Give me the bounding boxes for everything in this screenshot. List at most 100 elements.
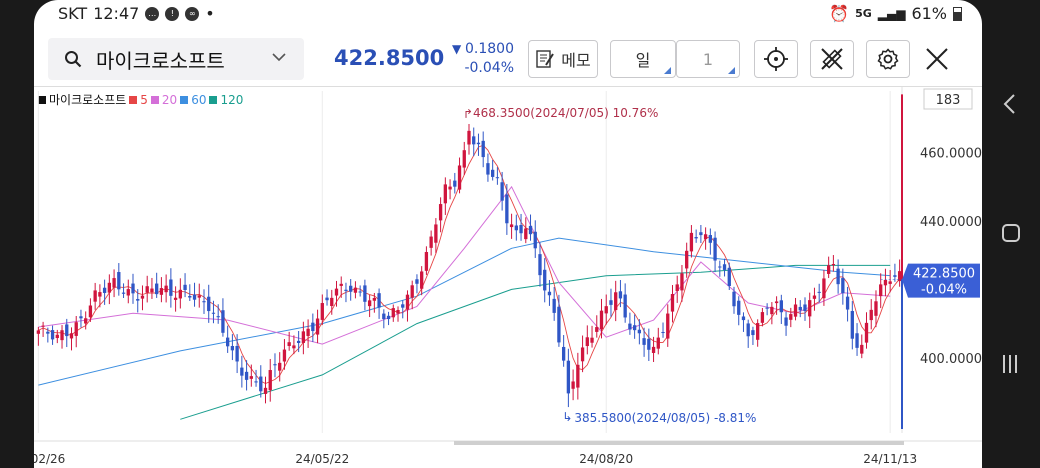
candle-body <box>893 275 897 277</box>
candle-body <box>278 362 282 371</box>
candle-body <box>249 376 253 379</box>
candle-body <box>486 163 490 175</box>
candle-body <box>367 300 372 307</box>
candle-body <box>812 295 817 299</box>
legend-label: 마이크로소프트 <box>49 93 127 107</box>
legend-swatch <box>180 95 189 104</box>
candle-body <box>296 340 301 343</box>
drawing-tools-button[interactable] <box>810 40 854 78</box>
candle-body <box>112 278 116 288</box>
legend-swatch <box>38 95 46 104</box>
candle-body <box>55 334 59 339</box>
candle-body <box>798 306 802 311</box>
candle-body <box>382 313 386 320</box>
period-select[interactable]: 일 <box>610 40 676 78</box>
candle-body <box>102 287 107 293</box>
candle-body <box>169 279 173 296</box>
candle-body <box>424 251 429 271</box>
back-icon[interactable] <box>1002 94 1018 114</box>
chart-legend: 마이크로소프트 5 20 60 120 <box>38 91 243 108</box>
crosshair-button[interactable] <box>754 40 798 78</box>
search-icon <box>65 51 82 68</box>
candle-body <box>732 291 736 307</box>
candle-body <box>751 330 755 336</box>
candle-body <box>107 282 112 293</box>
candle-body <box>609 300 613 305</box>
candle-body <box>462 150 466 168</box>
candle-body <box>666 313 670 339</box>
candle-body <box>448 186 452 190</box>
signal-icon: ▂▄▆ <box>877 6 906 21</box>
memo-label: 메모 <box>561 51 591 70</box>
candle-body <box>552 298 556 313</box>
candle-body <box>396 309 400 314</box>
candle-body <box>401 304 405 308</box>
candle-body <box>561 346 566 361</box>
period-count-select[interactable]: 1 <box>676 40 740 78</box>
candle-body <box>860 344 864 354</box>
candle-body <box>268 370 272 391</box>
candle-body <box>514 225 518 231</box>
candle-body <box>202 301 206 303</box>
high-arrow: ↱ <box>463 107 473 121</box>
candle-body <box>207 296 211 312</box>
candlestick-chart[interactable]: 460.0000 440.0000 400.0000 183 24/02/26 24/05… <box>34 87 982 468</box>
candle-body <box>495 177 500 179</box>
candle-body <box>590 337 594 343</box>
candle-body <box>344 289 348 291</box>
candle-body <box>718 266 722 268</box>
candle-body <box>481 140 485 158</box>
candle-body <box>694 237 698 239</box>
candle-body <box>330 297 334 307</box>
stock-search-box[interactable]: 마이크로소프트 <box>48 38 304 80</box>
candle-body <box>874 301 878 316</box>
candle-body <box>391 308 395 318</box>
candle-body <box>259 376 263 392</box>
candle-body <box>410 285 414 298</box>
candle-body <box>599 310 604 330</box>
candle-body <box>571 381 575 389</box>
close-icon[interactable] <box>922 44 952 74</box>
candle-body <box>164 285 168 293</box>
settings-button[interactable] <box>866 40 910 78</box>
candle-body <box>126 289 130 296</box>
carrier-label: SKT <box>58 4 88 23</box>
candle-body <box>789 314 793 320</box>
candle-body <box>173 297 178 300</box>
dropdown-corner-icon <box>664 67 671 74</box>
candle-body <box>472 136 476 145</box>
recents-icon[interactable] <box>1002 354 1018 374</box>
candle-body <box>803 304 807 312</box>
candle-body <box>386 315 391 320</box>
candle-body <box>699 232 703 236</box>
candle-body <box>339 283 343 286</box>
current-price: 422.8500 <box>334 46 445 70</box>
y-tick-label: 460.0000 <box>920 147 982 162</box>
legend-swatch <box>209 95 218 104</box>
candle-body <box>500 182 504 201</box>
candle-body <box>88 305 93 318</box>
candle-body <box>121 292 126 294</box>
candle-body <box>538 254 542 276</box>
chevron-down-icon <box>272 53 286 62</box>
chart-area[interactable]: 마이크로소프트 5 20 60 120 460.0000 440.0000 400.0000… <box>34 86 982 468</box>
candle-body <box>505 194 509 224</box>
x-tick-label: 24/08/20 <box>579 452 633 466</box>
candle-body <box>879 284 883 297</box>
candle-body <box>79 316 83 319</box>
candle-body <box>595 327 599 332</box>
alarm-icon: ⏰ <box>829 4 850 23</box>
memo-button[interactable]: 메모 <box>528 40 598 78</box>
candle-body <box>651 346 656 353</box>
candle-body <box>41 325 45 327</box>
home-icon[interactable] <box>1002 224 1020 242</box>
x-tick-label: 24/05/22 <box>295 452 349 466</box>
candle-body <box>438 204 443 221</box>
memo-icon <box>536 50 555 68</box>
candle-body <box>822 278 826 299</box>
network-type: 5G <box>855 7 872 20</box>
candle-body <box>547 291 552 296</box>
candle-body <box>528 225 533 235</box>
candle-body <box>188 295 192 298</box>
candle-body <box>524 228 528 240</box>
